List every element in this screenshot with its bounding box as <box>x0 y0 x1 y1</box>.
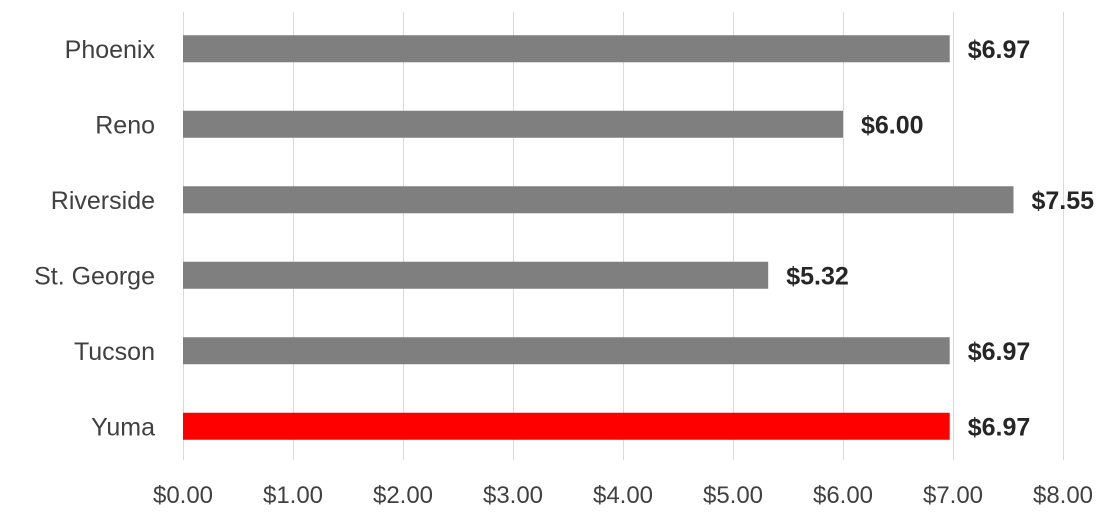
x-tick-label: $8.00 <box>1033 482 1093 509</box>
x-tick-label: $2.00 <box>373 482 433 509</box>
gridlines <box>183 12 1064 460</box>
bars <box>183 35 1014 440</box>
data-label: $6.00 <box>861 111 924 139</box>
x-tick-label: $1.00 <box>263 482 323 509</box>
category-label: Tucson <box>74 338 155 366</box>
x-tick-label: $3.00 <box>483 482 543 509</box>
category-label: Phoenix <box>65 36 156 64</box>
bar <box>183 412 950 440</box>
bar <box>183 337 950 365</box>
x-tick-label: $7.00 <box>923 482 983 509</box>
bar <box>183 186 1014 214</box>
data-label: $5.32 <box>786 262 849 290</box>
category-labels: Phoenix Reno Riverside St. George Tucson Yuma <box>34 36 155 442</box>
bar <box>183 261 769 289</box>
data-label: $7.55 <box>1032 187 1095 215</box>
bar <box>183 35 950 63</box>
x-tick-label: $6.00 <box>813 482 873 509</box>
x-tick-label: $5.00 <box>703 482 763 509</box>
category-label: Riverside <box>51 187 155 215</box>
data-labels: $6.97 $6.00 $7.55 $5.32 $6.97 $6.97 <box>786 36 1094 442</box>
data-label: $6.97 <box>968 338 1031 366</box>
category-label: Reno <box>95 111 155 139</box>
data-label: $6.97 <box>968 413 1031 441</box>
x-tick-label: $0.00 <box>153 482 213 509</box>
category-label: Yuma <box>91 413 155 441</box>
x-axis-tick-labels: $0.00 $1.00 $2.00 $3.00 $4.00 $5.00 $6.00 $7.00… <box>153 482 1093 509</box>
category-label: St. George <box>34 262 155 290</box>
bar <box>183 110 843 138</box>
x-tick-label: $4.00 <box>593 482 653 509</box>
data-label: $6.97 <box>968 36 1031 64</box>
